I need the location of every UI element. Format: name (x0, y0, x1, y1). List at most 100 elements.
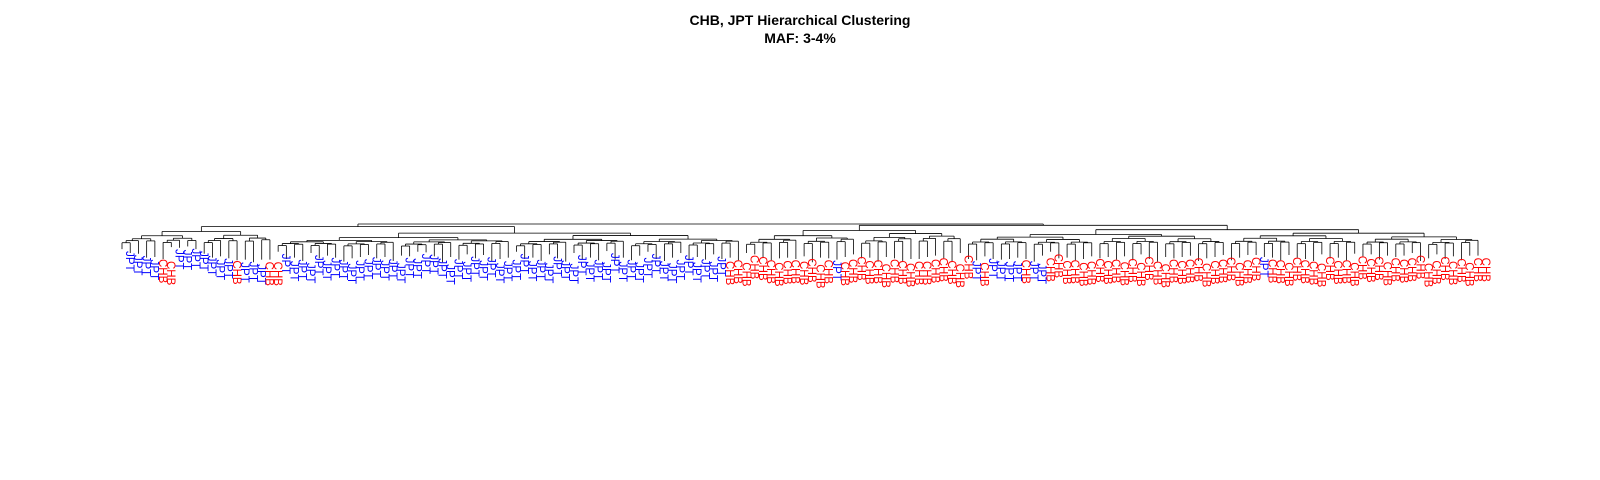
leaf-label: CHB (1043, 258, 1055, 283)
leaf-label: JPT (353, 260, 365, 280)
leaf-label: CHB (1265, 259, 1277, 284)
leaf-label: CHB (797, 261, 809, 286)
leaf-label: JPT (567, 264, 579, 284)
leaf-label: CHB (1380, 262, 1392, 287)
leaf-label: CHB (879, 264, 891, 289)
leaf-label: CHB (1117, 262, 1129, 287)
leaf-label: CHB (1085, 261, 1097, 286)
leaf-label: JPT (1035, 264, 1047, 284)
leaf-label: CHB (887, 259, 899, 284)
leaf-label: JPT (641, 258, 653, 278)
leaf-label: JPT (501, 261, 513, 281)
leaf-label: JPT (304, 263, 316, 283)
leaf-label: CHB (1421, 263, 1433, 288)
leaf-label: JPT (583, 262, 595, 282)
leaf-label: JPT (402, 258, 414, 278)
leaf-label: JPT (575, 255, 587, 275)
leaf-label: JPT (657, 261, 669, 281)
leaf-label: CHB (756, 256, 768, 281)
leaf-label: CHB (1076, 262, 1088, 287)
leaf-label: CHB (1216, 259, 1228, 284)
leaf-label: CHB (1397, 259, 1409, 284)
leaf-label: JPT (296, 260, 308, 280)
leaf-label: JPT (213, 260, 225, 280)
leaf-label: CHB (1331, 260, 1343, 285)
leaf-label: JPT (624, 260, 636, 280)
leaf-label: CHB (1323, 256, 1335, 281)
leaf-label: CHB (164, 261, 176, 286)
leaf-label: JPT (830, 260, 842, 280)
leaf-label: CHB (1471, 258, 1483, 283)
leaf-label: CHB (1290, 257, 1302, 282)
leaf-label: CHB (1298, 260, 1310, 285)
leaf-label: CHB (263, 262, 275, 287)
leaf-label: JPT (517, 254, 529, 274)
leaf-label: CHB (937, 258, 949, 283)
leaf-label: CHB (1019, 260, 1031, 285)
leaf-label: JPT (476, 260, 488, 280)
leaf-label: CHB (871, 260, 883, 285)
leaf-label: CHB (156, 259, 168, 284)
leaf-label: CHB (1093, 258, 1105, 283)
leaf-label: CHB (961, 255, 973, 280)
leaf-label: CHB (838, 262, 850, 287)
leaf-label: JPT (222, 258, 234, 278)
leaf-label: JPT (131, 255, 143, 275)
leaf-label: CHB (764, 260, 776, 285)
leaf-label: CHB (1232, 262, 1244, 287)
chart-subtitle: MAF: 3-4% (764, 30, 836, 46)
leaf-label: JPT (994, 261, 1006, 281)
leaf-label: JPT (345, 264, 357, 284)
leaf-label: CHB (822, 260, 834, 285)
leaf-label: JPT (698, 259, 710, 279)
leaf-label: CHB (1249, 257, 1261, 282)
leaf-label: CHB (854, 256, 866, 281)
leaf-label: CHB (863, 260, 875, 285)
leaf-label: JPT (526, 261, 538, 281)
leaf-label: JPT (320, 260, 332, 280)
leaf-label: CHB (1101, 260, 1113, 285)
leaf-label: CHB (1060, 260, 1072, 285)
leaf-label: JPT (189, 248, 201, 268)
leaf-label: CHB (1274, 260, 1286, 285)
leaf-label: JPT (493, 263, 505, 283)
leaf-label: JPT (287, 261, 299, 281)
leaf-label: JPT (468, 256, 480, 276)
leaf-label: CHB (1348, 262, 1360, 287)
leaf-label: JPT (394, 263, 406, 283)
leaf-label: JPT (205, 256, 217, 276)
leaf-label: CHB (723, 261, 735, 286)
leaf-label: CHB (271, 262, 283, 287)
leaf-label: CHB (789, 260, 801, 285)
leaf-label: JPT (172, 249, 184, 269)
leaf-label: JPT (246, 262, 258, 282)
leaf-label: JPT (608, 253, 620, 273)
leaf-label: JPT (238, 262, 250, 282)
leaf-label: CHB (1241, 260, 1253, 285)
leaf-label: CHB (1224, 257, 1236, 282)
leaf-label: CHB (904, 263, 916, 288)
leaf-label: JPT (123, 251, 135, 271)
leaf-label: CHB (953, 264, 965, 289)
leaf-label: CHB (920, 261, 932, 286)
leaf-label: JPT (427, 254, 439, 274)
leaf-label: CHB (731, 260, 743, 285)
leaf-label: JPT (485, 257, 497, 277)
leaf-label: CHB (1068, 260, 1080, 285)
leaf-label: JPT (1027, 261, 1039, 281)
leaf-label: JPT (370, 257, 382, 277)
leaf-label: JPT (254, 264, 266, 284)
leaf-label: CHB (1430, 260, 1442, 285)
leaf-label: JPT (197, 251, 209, 271)
leaf-label: CHB (1142, 256, 1154, 281)
leaf-label: CHB (978, 262, 990, 287)
leaf-label: JPT (682, 255, 694, 275)
leaf-label: CHB (1109, 259, 1121, 284)
leaf-label: CHB (1175, 260, 1187, 285)
leaf-label: JPT (435, 258, 447, 278)
leaf-label: JPT (715, 256, 727, 276)
leaf-label: JPT (279, 254, 291, 274)
leaf-label: JPT (328, 258, 340, 278)
leaf-label: CHB (748, 255, 760, 280)
